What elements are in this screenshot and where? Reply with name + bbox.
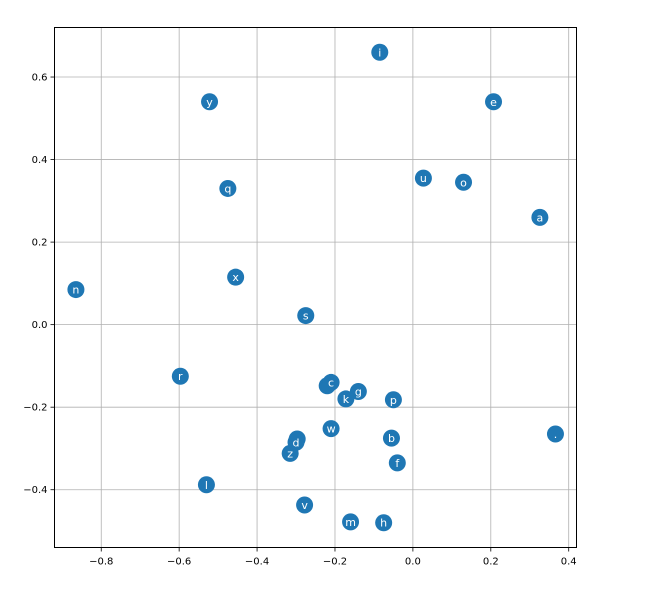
point-marker: [375, 514, 393, 532]
point-marker: [297, 307, 315, 325]
scatter-point: b: [382, 429, 400, 447]
point-label: s: [303, 310, 309, 323]
x-tick-label: 0.4: [561, 557, 577, 568]
y-axis-ticks: −0.4 −0.2 0.0 0.2 0.4 0.6: [23, 73, 55, 496]
point-label: i: [378, 46, 381, 59]
scatter-point: i: [371, 43, 389, 61]
x-axis-ticks: −0.8 −0.6 −0.4 −0.2 0.0 0.2 0.4: [89, 547, 577, 568]
point-marker: [382, 429, 400, 447]
point-label: r: [178, 370, 183, 383]
y-tick-label: 0.6: [32, 73, 48, 84]
point-label: w: [327, 423, 336, 436]
grid: [54, 27, 577, 548]
point-label: n: [72, 284, 79, 297]
scatter-point: g: [349, 383, 367, 400]
y-tick-label: −0.4: [23, 485, 47, 496]
point-label: v: [301, 499, 308, 512]
scatter-point: q: [219, 179, 237, 197]
x-tick-label: −0.4: [245, 557, 269, 568]
point-marker: [414, 169, 432, 187]
x-tick-label: −0.8: [89, 557, 113, 568]
point-marker: [296, 496, 314, 514]
point-label: e: [490, 96, 497, 109]
point-marker: [531, 208, 549, 226]
point-marker: [455, 173, 473, 191]
point-marker: [342, 513, 360, 531]
point-marker: [201, 93, 219, 111]
scatter-point: o: [455, 173, 473, 191]
scatter-point: l: [197, 476, 215, 494]
point-label: .: [554, 428, 558, 441]
point-marker: [322, 420, 340, 438]
scatter-point: m: [342, 513, 360, 531]
point-marker: [197, 476, 215, 494]
point-label: o: [460, 176, 467, 189]
point-marker: [384, 391, 402, 409]
point-marker: [485, 93, 503, 111]
scatter-point: z: [281, 444, 299, 462]
scatter-point: p: [384, 391, 402, 409]
point-marker: [171, 367, 189, 385]
scatter-point: w: [322, 420, 340, 438]
point-marker: [227, 268, 245, 286]
point-label: z: [287, 447, 293, 460]
point-label: d: [293, 436, 300, 449]
point-marker: [67, 281, 85, 299]
point-label: q: [224, 182, 231, 195]
plot-area-frame: [54, 27, 577, 548]
y-tick-label: 0.4: [32, 155, 48, 166]
point-marker: [219, 179, 237, 197]
x-tick-label: −0.2: [323, 557, 347, 568]
x-tick-label: 0.2: [483, 557, 499, 568]
point-label: f: [395, 457, 400, 470]
x-tick-label: −0.6: [167, 557, 191, 568]
point-marker: [349, 383, 367, 400]
point-label: m: [345, 516, 356, 529]
point-label: b: [388, 432, 395, 445]
scatter-point: .: [546, 425, 564, 443]
scatter-point: v: [296, 496, 314, 514]
y-tick-label: −0.2: [23, 403, 47, 414]
point-marker: [322, 373, 340, 391]
point-label: h: [380, 517, 387, 530]
point-label: a: [537, 211, 544, 224]
point-marker: [371, 43, 389, 61]
scatter-point: k: [337, 390, 355, 408]
scatter-point: x: [227, 268, 245, 286]
y-tick-label: 0.0: [32, 320, 48, 331]
scatter-point: e: [485, 93, 503, 111]
scatter-point: y: [201, 93, 219, 111]
scatter-point: r: [171, 367, 189, 385]
point-label: c: [328, 376, 334, 389]
point-label: k: [343, 393, 350, 406]
y-tick-label: 0.2: [32, 238, 48, 249]
point-label: l: [205, 479, 208, 492]
x-tick-label: 0.0: [405, 557, 421, 568]
scatter-point: f: [388, 454, 406, 472]
scatter-points: ieyuoqaxnsrtcgkpwb.jdzflvmh: [67, 43, 564, 532]
point-marker: [546, 425, 564, 443]
point-label: y: [206, 96, 213, 109]
scatter-point: a: [531, 208, 549, 226]
scatter-point: u: [414, 169, 432, 187]
point-label: g: [355, 386, 362, 399]
scatter-point: h: [375, 514, 393, 532]
point-label: x: [232, 271, 239, 284]
scatter-point: n: [67, 281, 85, 299]
scatter-point: s: [297, 307, 315, 325]
point-label: p: [390, 394, 397, 407]
point-marker: [337, 390, 355, 408]
point-marker: [281, 444, 299, 462]
point-label: u: [420, 172, 427, 185]
point-marker: [388, 454, 406, 472]
scatter-point: c: [322, 373, 340, 391]
